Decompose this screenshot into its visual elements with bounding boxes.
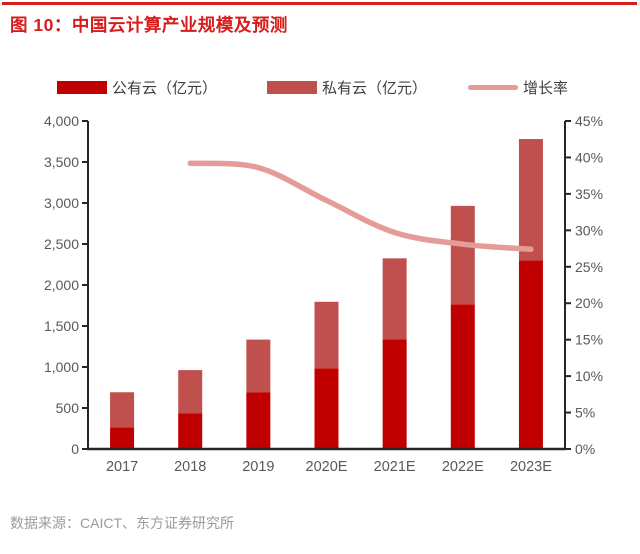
top-divider [2, 2, 637, 5]
svg-text:30%: 30% [575, 222, 603, 238]
legend-swatch-private-cloud [267, 81, 317, 94]
svg-text:10%: 10% [575, 368, 603, 384]
svg-text:45%: 45% [575, 113, 603, 129]
svg-text:1,000: 1,000 [44, 359, 79, 375]
svg-text:2022E: 2022E [442, 459, 484, 475]
svg-text:5%: 5% [575, 405, 595, 421]
svg-text:35%: 35% [575, 186, 603, 202]
svg-text:25%: 25% [575, 259, 603, 275]
svg-text:2021E: 2021E [374, 459, 416, 475]
svg-text:4,000: 4,000 [44, 113, 79, 129]
svg-text:2,000: 2,000 [44, 277, 79, 293]
svg-text:2023E: 2023E [510, 459, 552, 475]
chart-canvas: 0 500 1,000 1,500 2,000 2,500 3,000 3,500 4,000 0… [44, 113, 603, 475]
legend-label-private-cloud: 私有云（亿元） [322, 80, 428, 97]
data-source: 数据来源：CAICT、东方证券研究所 [10, 515, 234, 531]
chart-legend: 公有云（亿元） 私有云（亿元） 增长率 [0, 76, 640, 100]
svg-text:1,500: 1,500 [44, 318, 79, 334]
legend-swatch-growth-rate [468, 85, 518, 90]
svg-text:3,000: 3,000 [44, 195, 79, 211]
legend-label-growth-rate: 增长率 [523, 80, 569, 97]
svg-text:3,500: 3,500 [44, 154, 79, 170]
svg-text:0%: 0% [575, 441, 595, 457]
svg-text:2,500: 2,500 [44, 236, 79, 252]
svg-text:15%: 15% [575, 332, 603, 348]
legend-swatch-public-cloud [57, 81, 107, 94]
svg-text:2018: 2018 [174, 459, 206, 475]
svg-text:0: 0 [71, 441, 79, 457]
svg-text:40%: 40% [575, 149, 603, 165]
legend-label-public-cloud: 公有云（亿元） [112, 80, 218, 97]
svg-text:2019: 2019 [242, 459, 274, 475]
svg-text:500: 500 [56, 400, 80, 416]
svg-text:2020E: 2020E [306, 459, 348, 475]
svg-text:2017: 2017 [106, 459, 138, 475]
figure-title: 图 10：中国云计算产业规模及预测 [10, 15, 288, 35]
svg-text:20%: 20% [575, 295, 603, 311]
